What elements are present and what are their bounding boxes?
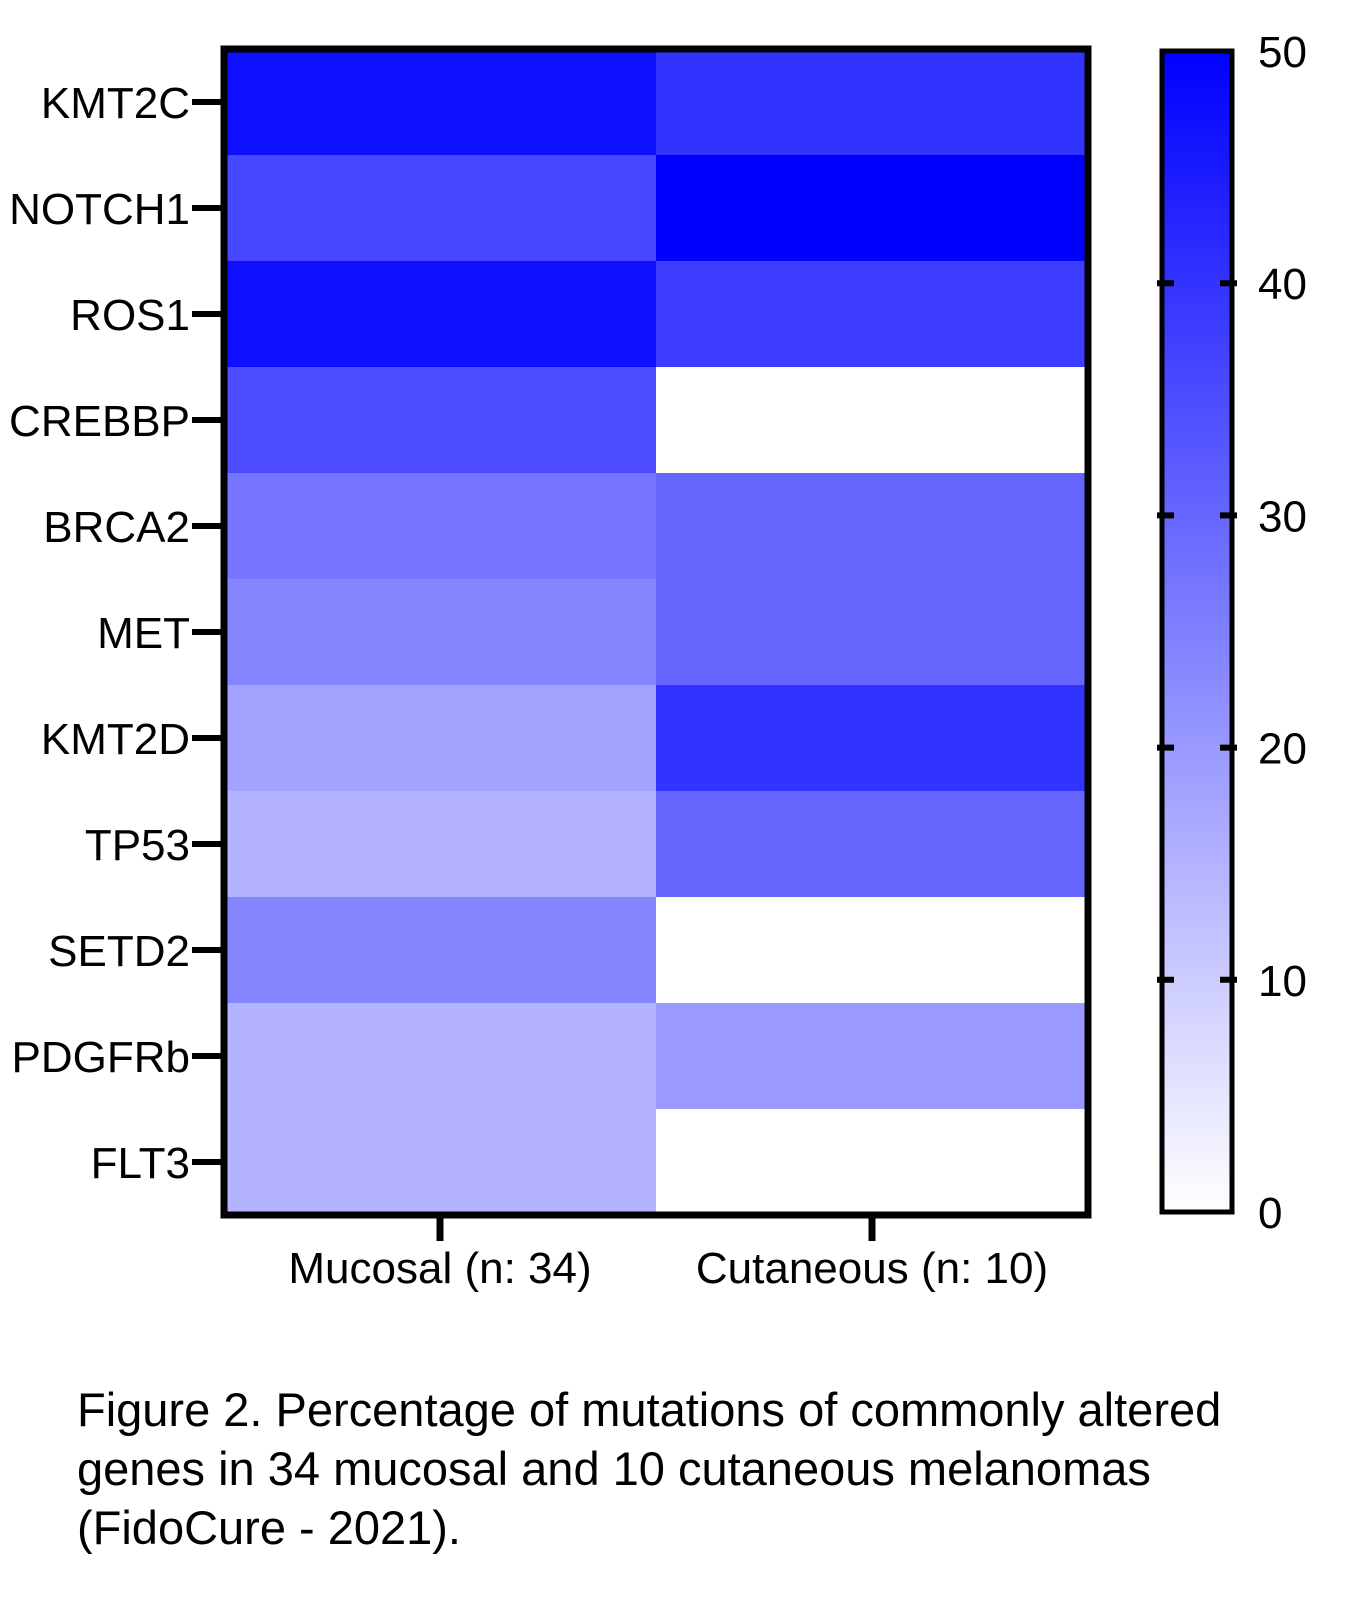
heatmap-cell — [224, 685, 657, 792]
heatmap-cell — [224, 579, 657, 686]
column-label: Mucosal (n: 34) — [288, 1244, 591, 1293]
colorbar-tick-label: 50 — [1258, 28, 1307, 77]
row-label: NOTCH1 — [9, 185, 190, 234]
colorbar-gradient — [1159, 48, 1235, 1215]
heatmap-cell — [656, 579, 1089, 686]
row-label: SETD2 — [48, 927, 190, 976]
heatmap-cell — [656, 1003, 1089, 1110]
row-label: CREBBP — [9, 397, 190, 446]
row-label: PDGFRb — [12, 1033, 190, 1082]
column-labels: Mucosal (n: 34) Cutaneous (n: 10) — [288, 1215, 1048, 1293]
heatmap-cell — [224, 155, 657, 262]
row-label: MET — [97, 609, 190, 658]
row-labels: KMT2C NOTCH1 ROS1 CREBBP BRCA2 MET KMT2D TP53 SE… — [9, 79, 224, 1188]
plot-frame — [220, 45, 1092, 1219]
heatmap-chart: KMT2C NOTCH1 ROS1 CREBBP BRCA2 MET KMT2D TP53 SE… — [9, 28, 1307, 1293]
heatmap-cell — [224, 1109, 657, 1216]
row-label: KMT2D — [41, 715, 190, 764]
heatmap-cell — [224, 1003, 657, 1110]
heatmap-cell — [224, 897, 657, 1004]
heatmap-cell — [656, 685, 1089, 792]
row-label: KMT2C — [41, 79, 190, 128]
colorbar-tick-label: 0 — [1258, 1189, 1282, 1238]
colorbar: 0 10 20 30 40 50 — [1157, 28, 1307, 1238]
row-label: BRCA2 — [43, 503, 190, 552]
column-label: Cutaneous (n: 10) — [696, 1244, 1048, 1293]
heatmap-cell — [656, 367, 1089, 474]
heatmap-cell — [224, 791, 657, 898]
heatmap-cell — [224, 49, 657, 156]
heatmap-cell — [224, 261, 657, 368]
row-label: FLT3 — [91, 1139, 190, 1188]
heatmap-cell — [656, 155, 1089, 262]
colorbar-tick-label: 30 — [1258, 492, 1307, 541]
heatmap-cell — [224, 473, 657, 580]
row-label: TP53 — [85, 821, 190, 870]
heatmap-cell — [656, 261, 1089, 368]
heatmap-cell — [656, 1109, 1089, 1216]
heatmap-cell — [656, 49, 1089, 156]
colorbar-tick-label: 40 — [1258, 260, 1307, 309]
heatmap-cells — [224, 49, 1089, 1216]
heatmap-cell — [656, 473, 1089, 580]
heatmap-cell — [656, 897, 1089, 1004]
heatmap-cell — [224, 367, 657, 474]
figure-caption: Figure 2. Percentage of mutations of com… — [77, 1383, 1222, 1554]
row-label: ROS1 — [70, 291, 190, 340]
colorbar-tick-label: 20 — [1258, 725, 1307, 774]
heatmap-cell — [656, 791, 1089, 898]
colorbar-tick-label: 10 — [1258, 957, 1307, 1006]
